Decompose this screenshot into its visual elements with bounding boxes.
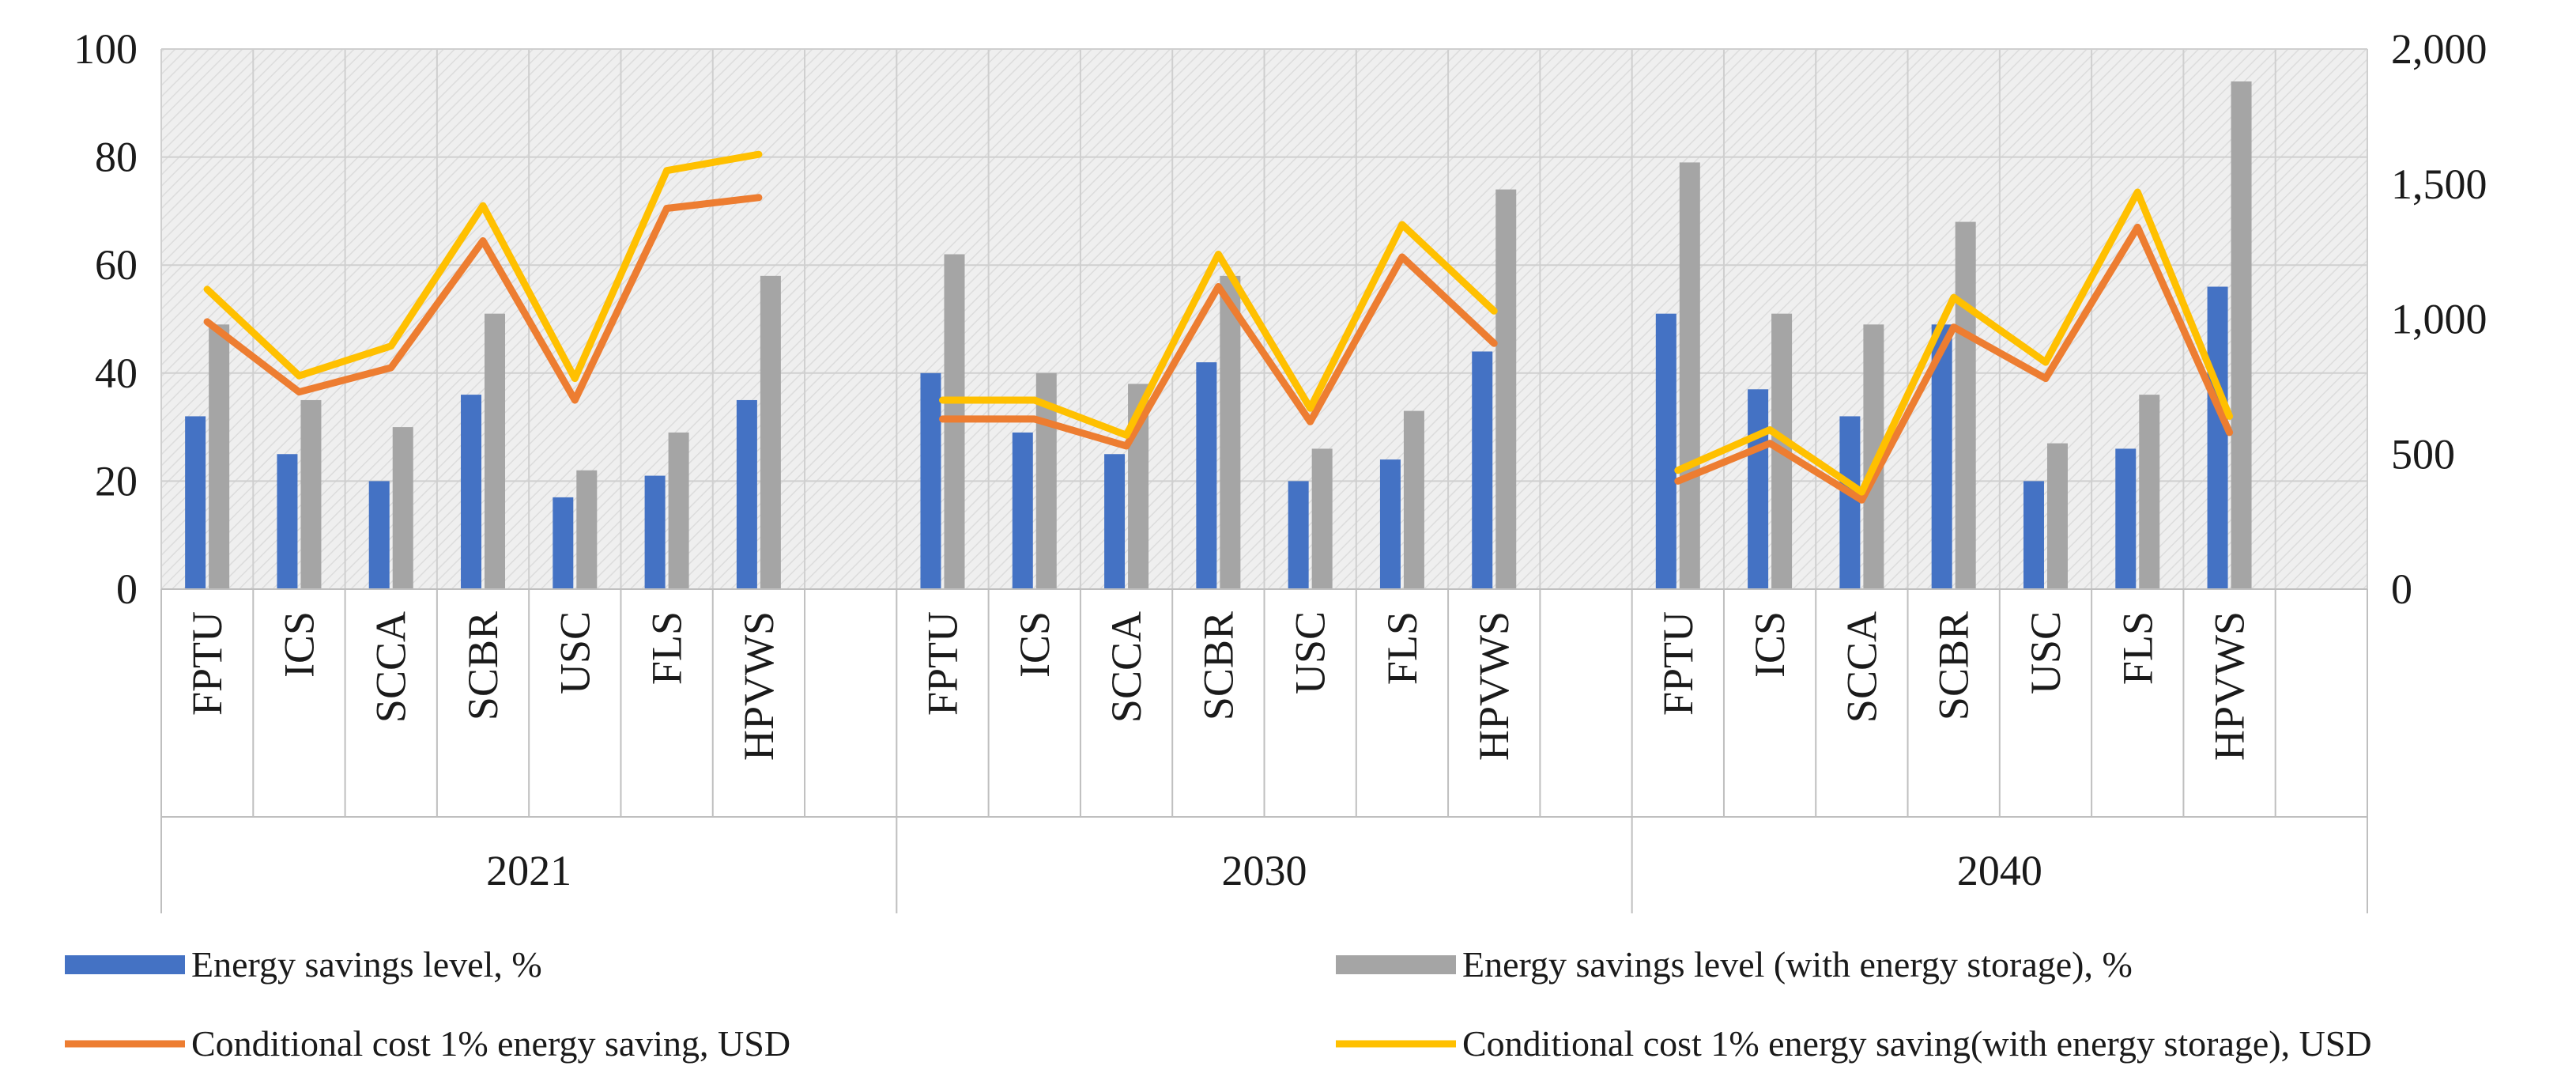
bar-1-2021-ICS [277,454,298,589]
legend-swatch [1336,955,1456,974]
y-right-tick-label: 500 [2391,430,2455,478]
x-group-label: 2030 [1222,847,1307,894]
legend-label: Energy savings level, % [191,944,542,985]
x-group-label: 2021 [486,847,571,894]
line-1-2030 [939,253,1498,450]
bar-2-2021-USC [576,470,598,589]
y-left-tick-label: 20 [95,457,138,505]
x-category-label: USC [1287,611,1334,694]
bar-1-2040-ICS [1748,389,1769,589]
x-category-label: ICS [275,611,322,678]
x-category-label: SCBR [1194,611,1242,720]
bar-1-2030-USC [1288,481,1309,589]
x-category-label: SCCA [368,611,415,723]
legend-label: Conditional cost 1% energy saving(with e… [1462,1023,2372,1064]
x-category-label: FPTU [183,611,231,716]
legend-label: Conditional cost 1% energy saving, USD [191,1023,790,1064]
line-1-2021 [203,194,763,404]
y-right-tick-label: 2,000 [2391,25,2487,73]
legend: Energy savings level, % Energy savings le… [65,944,2372,1064]
bar-2-2030-FLS [1403,410,1424,589]
bar-2-2040-SCBR [1955,221,1976,589]
x-category-label: FPTU [1654,611,1702,716]
bar-1-2030-FPTU [920,372,941,589]
y-left-tick-label: 0 [116,565,138,613]
bar-2-2021-SCCA [392,427,413,589]
x-group-label: 2040 [1957,847,2042,894]
line-2-2021 [203,150,763,383]
bar-2-2021-SCBR [485,313,506,589]
x-category-label: FLS [2114,611,2161,685]
lines [203,150,2234,504]
bar-1-2021-FLS [644,475,666,589]
x-category-label: SCCA [1838,611,1885,723]
bar-2-2030-HPVWS [1495,189,1517,589]
bar-2-2021-FPTU [209,324,230,589]
bar-1-2021-USC [553,497,574,589]
x-category-label: USC [551,611,598,694]
x-category-label: HPVWS [1470,611,1518,761]
bar-1-2040-USC [2023,481,2044,589]
bar-1-2021-SCCA [368,481,390,589]
bar-1-2040-FLS [2115,448,2137,589]
line-2-2030 [939,221,1498,439]
y-right-tick-label: 1,500 [2391,161,2487,208]
x-category-label: FPTU [918,611,966,716]
y-right-tick-label: 0 [2391,565,2412,613]
y-left-tick-label: 80 [95,134,138,181]
bar-1-2030-SCBR [1196,362,1217,589]
line-1-2040 [1674,223,2234,504]
bar-1-2021-FPTU [185,416,206,589]
x-category-label: SCBR [459,611,507,720]
bar-2-2030-USC [1311,448,1333,589]
y-right-tick-label: 1,000 [2391,296,2487,343]
x-category-label: HPVWS [2206,611,2254,761]
x-category-label: USC [2022,611,2069,694]
y-left-tick-label: 60 [95,241,138,289]
bar-1-2030-FLS [1379,459,1401,589]
legend-swatch [65,955,185,974]
bar-1-2021-HPVWS [736,399,757,589]
bar-1-2040-SCCA [1839,416,1861,589]
x-category-label: ICS [1746,611,1793,678]
bar-2-2040-HPVWS [2231,81,2252,590]
bar-1-2030-ICS [1012,432,1033,589]
x-category-label: SCBR [1930,611,1978,720]
x-category-label: FLS [643,611,691,685]
bar-1-2040-FPTU [1655,313,1676,589]
legend-label: Energy savings level (with energy storag… [1462,944,2133,985]
bar-1-2030-HPVWS [1472,351,1493,589]
y-left-tick-label: 100 [74,25,138,73]
bar-2-2021-HPVWS [760,275,781,589]
bars [185,81,2252,590]
bar-2-2030-SCBR [1220,275,1241,589]
bar-2-2040-FPTU [1679,162,1700,589]
bar-2-2021-ICS [300,399,322,589]
y-left-tick-label: 40 [95,350,138,397]
bar-1-2030-SCCA [1104,454,1126,589]
bar-1-2040-HPVWS [2207,286,2228,589]
line-2-2040 [1674,188,2234,496]
x-category-label: ICS [1011,611,1058,678]
bar-2-2040-USC [2046,443,2068,589]
x-category-label: FLS [1379,611,1426,685]
x-category-label: HPVWS [735,611,783,761]
x-category-label: SCCA [1103,611,1150,723]
bar-1-2021-SCBR [461,395,482,589]
bar-2-2021-FLS [668,432,689,589]
bar-2-2040-FLS [2139,395,2160,589]
